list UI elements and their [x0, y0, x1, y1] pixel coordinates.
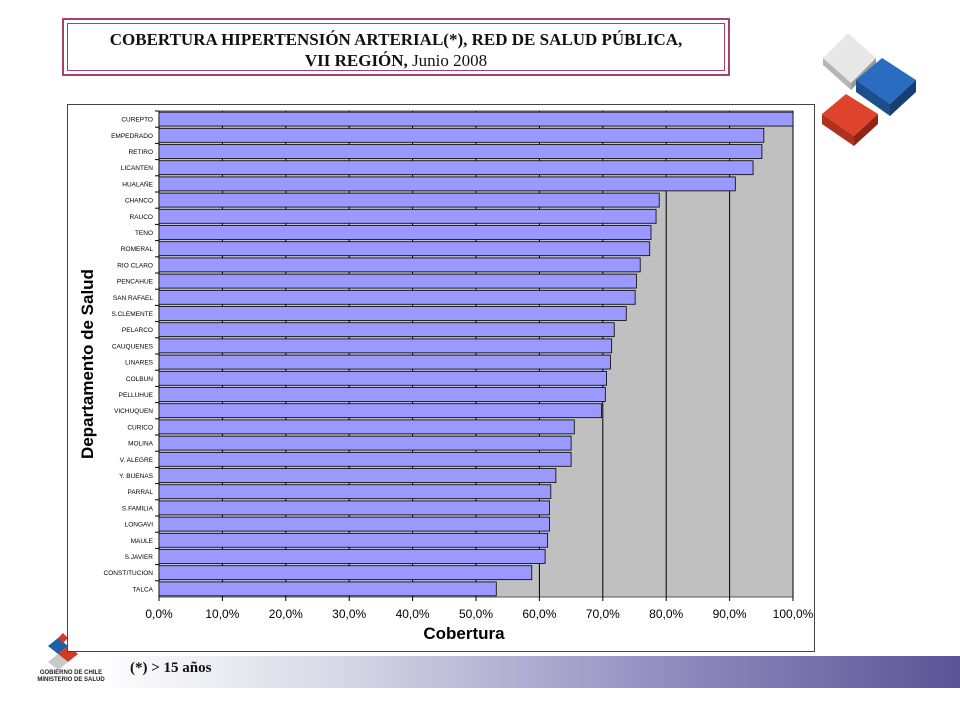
x-tick-label: 40,0%: [396, 607, 430, 621]
y-tick-label: PELLUHUE: [119, 392, 154, 399]
bar: [158, 565, 533, 581]
y-tick-label: PARRAL: [127, 489, 153, 496]
bar: [158, 403, 602, 419]
x-tick-label: 60,0%: [522, 607, 556, 621]
x-tick-label: 50,0%: [459, 607, 493, 621]
x-tick-label: 70,0%: [586, 607, 620, 621]
title-box: COBERTURA HIPERTENSIÓN ARTERIAL(*), RED …: [62, 18, 730, 76]
y-tick-label: MOLINA: [128, 441, 154, 448]
bar: [158, 306, 627, 321]
x-tick-label: 100,0%: [773, 607, 814, 621]
y-tick-label: CHANCO: [125, 198, 153, 205]
y-axis-title: Departamento de Salud: [78, 269, 97, 459]
y-tick-label: ROMERAL: [121, 246, 154, 253]
bar: [158, 354, 611, 370]
bar: [158, 370, 608, 386]
y-tick-label: S.CLEMENTE: [111, 311, 153, 318]
x-tick-label: 20,0%: [269, 607, 303, 621]
bar: [158, 273, 637, 289]
bar: [158, 322, 615, 338]
x-tick-label: 0,0%: [145, 607, 173, 621]
y-tick-label: MAULE: [131, 538, 154, 545]
bar: [158, 289, 636, 305]
bar: [158, 208, 657, 224]
bar: [158, 192, 660, 208]
coverage-chart: 0,0% 10,0% 20,0% 30,0% 40,0% 50,0% 60,0% 70,0% 8…: [78, 110, 814, 643]
x-tick-label: 90,0%: [713, 607, 747, 621]
footnote: (*) > 15 años: [130, 660, 212, 676]
x-tick-label: 10,0%: [205, 607, 239, 621]
cubes-logo-icon: [822, 33, 916, 146]
y-tick-label: HUALAÑE: [122, 179, 153, 188]
bar: [158, 144, 763, 159]
bar: [158, 257, 641, 273]
y-tick-label: VICHUQUEN: [114, 408, 153, 415]
y-tick-label: RAUCO: [130, 214, 153, 221]
title-region: VII REGIÓN,: [304, 51, 408, 70]
y-tick-label: V. ALEGRE: [120, 457, 154, 464]
y-tick-label: TENO: [135, 230, 153, 237]
gov-logo-text: GOBIERNO DE CHILE MINISTERIO DE SALUD: [36, 670, 106, 684]
bar: [158, 419, 575, 435]
red-cube-icon: [822, 94, 878, 146]
title-date: Junio 2008: [407, 51, 488, 70]
bar: [158, 516, 550, 532]
y-tick-label: RETIRO: [128, 149, 153, 156]
bar: [158, 549, 546, 564]
title-line-1: COBERTURA HIPERTENSIÓN ARTERIAL(*), RED …: [109, 30, 683, 49]
bar: [158, 451, 572, 467]
bar: [158, 435, 572, 451]
title-line-2: VII REGIÓN, Junio 2008: [68, 50, 724, 71]
y-tick-label: Y. BUENAS: [119, 473, 154, 480]
y-tick-label: EMPEDRADO: [111, 133, 153, 140]
y-tick-label: TALCA: [133, 586, 154, 593]
blue-cube-icon: [856, 58, 916, 116]
y-tick-label: CONSTITUCION: [104, 570, 154, 577]
bar: [158, 225, 652, 240]
bar: [158, 160, 754, 176]
bar: [158, 241, 651, 257]
y-tick-label: CURICO: [127, 424, 153, 431]
y-tick-label: CUREPTO: [121, 117, 153, 124]
y-tick-label: CAUQUENES: [112, 343, 154, 350]
bar: [158, 532, 549, 548]
y-tick-label: RIO CLARO: [117, 262, 153, 269]
x-tick-label: 30,0%: [332, 607, 366, 621]
y-tick-label: SAN RAFAEL: [113, 295, 153, 302]
y-tick-label: S.FAMILIA: [122, 505, 154, 512]
y-tick-label: S.JAVIER: [125, 554, 154, 561]
y-tick-label: COLBUN: [126, 376, 153, 383]
chart-frame: 0,0% 10,0% 20,0% 30,0% 40,0% 50,0% 60,0% 70,0% 8…: [67, 104, 815, 652]
bar: [158, 581, 497, 597]
gov-logo-line-1: GOBIERNO DE CHILE: [39, 670, 103, 676]
bottom-gradient-bar: [0, 656, 960, 688]
bar: [158, 500, 550, 516]
y-tick-label: LONGAVI: [125, 522, 154, 529]
bar: [158, 484, 552, 500]
bar: [158, 338, 613, 354]
y-tick-label: LINARES: [125, 360, 153, 367]
x-tick-label: 80,0%: [649, 607, 683, 621]
y-tick-label: LICANTEN: [121, 165, 153, 172]
gobierno-de-chile-logo-icon: [48, 633, 78, 670]
bar: [158, 176, 736, 192]
gov-logo-line-2: MINISTERIO DE SALUD: [37, 677, 105, 683]
y-tick-label: PENCAHUE: [117, 279, 154, 286]
bar: [158, 127, 765, 143]
title-text: COBERTURA HIPERTENSIÓN ARTERIAL(*), RED …: [67, 23, 725, 71]
bar: [158, 468, 557, 483]
bar: [158, 387, 606, 402]
bar: [158, 111, 794, 127]
x-axis-title: Cobertura: [423, 624, 505, 643]
y-tick-label: PELARCO: [122, 327, 153, 334]
